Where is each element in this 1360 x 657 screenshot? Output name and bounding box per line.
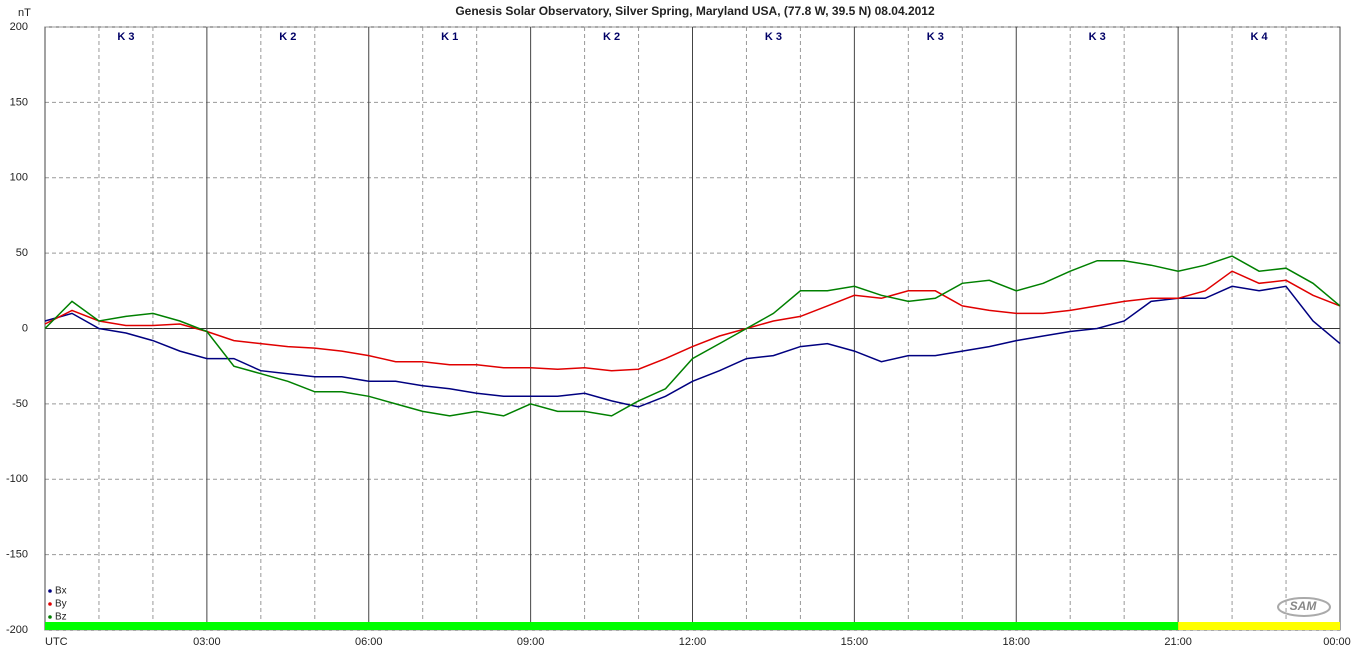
- k-index-label: K 3: [927, 31, 944, 43]
- k-index-label: K 3: [765, 31, 782, 43]
- legend-marker: [48, 589, 52, 593]
- legend-label: Bx: [55, 586, 67, 597]
- x-tick-label: 12:00: [679, 636, 707, 648]
- k-index-label: K 4: [1251, 31, 1269, 43]
- x-tick-label: 09:00: [517, 636, 545, 648]
- y-tick-label: 50: [16, 247, 28, 259]
- x-tick-label: 21:00: [1164, 636, 1192, 648]
- x-tick-label: 06:00: [355, 636, 383, 648]
- status-segment: [1178, 622, 1340, 630]
- logo-swoosh: [1277, 597, 1331, 617]
- x-tick-label: 15:00: [841, 636, 869, 648]
- legend-label: By: [55, 599, 67, 610]
- y-tick-label: 0: [22, 322, 28, 334]
- legend-label: Bz: [55, 612, 67, 623]
- k-index-label: K 3: [1089, 31, 1106, 43]
- y-tick-label: 200: [10, 21, 28, 33]
- x-tick-label: 03:00: [193, 636, 221, 648]
- chart-title: Genesis Solar Observatory, Silver Spring…: [455, 4, 935, 18]
- x-tick-label: 00:00: [1323, 636, 1351, 648]
- y-tick-label: -150: [6, 549, 28, 561]
- y-tick-label: 150: [10, 96, 28, 108]
- y-tick-label: -200: [6, 624, 28, 636]
- logo: SAM: [1290, 599, 1318, 613]
- x-tick-label: UTC: [45, 636, 68, 648]
- series-line: [44, 285, 1341, 408]
- k-index-label: K 2: [603, 31, 620, 43]
- series-line: [44, 270, 1341, 372]
- y-axis-label: nT: [18, 7, 31, 19]
- x-tick-label: 18:00: [1002, 636, 1030, 648]
- k-index-label: K 3: [117, 31, 134, 43]
- y-tick-label: -100: [6, 473, 28, 485]
- y-tick-label: -50: [12, 398, 28, 410]
- k-index-label: K 1: [441, 31, 458, 43]
- legend-marker: [48, 615, 52, 619]
- y-tick-label: 100: [10, 172, 28, 184]
- legend-marker: [48, 602, 52, 606]
- status-segment: [45, 622, 1179, 630]
- k-index-label: K 2: [279, 31, 296, 43]
- series-line: [44, 255, 1341, 417]
